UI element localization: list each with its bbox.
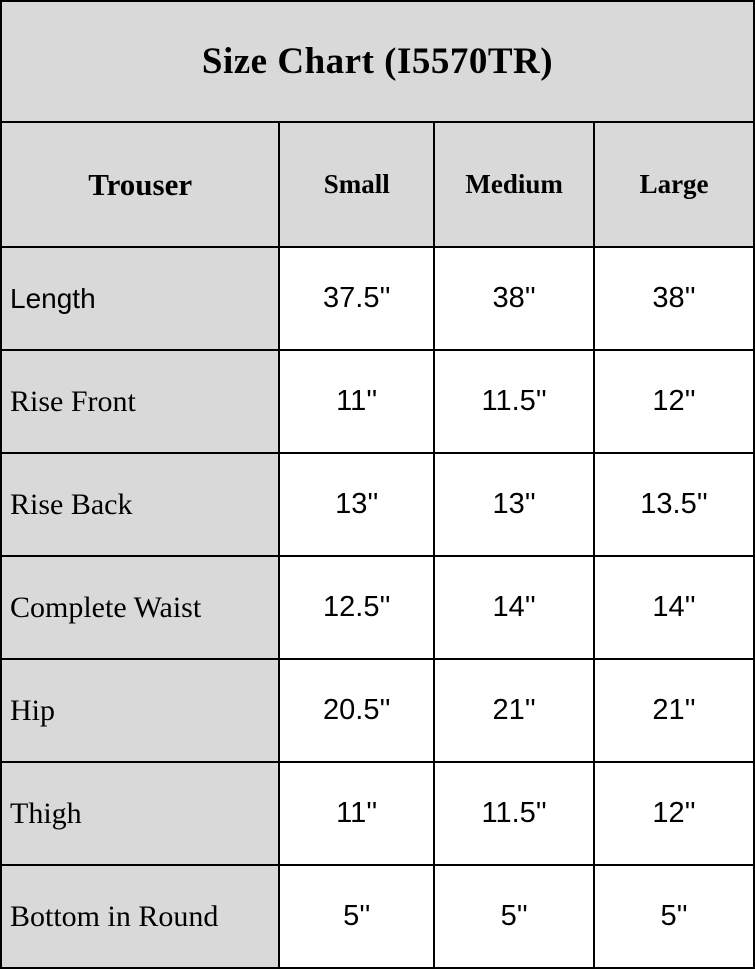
value-rise-back-large: 13.5'' bbox=[595, 454, 753, 555]
row-label-bottom-in-round: Bottom in Round bbox=[2, 866, 279, 967]
column-header-trouser: Trouser bbox=[2, 123, 279, 246]
value-complete-waist-small: 12.5'' bbox=[280, 557, 434, 658]
row-label-thigh: Thigh bbox=[2, 763, 279, 864]
value-rise-back-medium: 13'' bbox=[435, 454, 594, 555]
value-thigh-small: 11'' bbox=[280, 763, 434, 864]
chart-title: Size Chart (I5570TR) bbox=[2, 2, 753, 121]
column-header-large: Large bbox=[595, 123, 753, 246]
value-hip-medium: 21'' bbox=[435, 660, 594, 761]
row-label-hip: Hip bbox=[2, 660, 279, 761]
value-hip-small: 20.5'' bbox=[280, 660, 434, 761]
row-label-length: Length bbox=[2, 248, 279, 349]
value-rise-front-medium: 11.5'' bbox=[435, 351, 594, 452]
value-bottom-in-round-medium: 5'' bbox=[435, 866, 594, 967]
value-complete-waist-medium: 14'' bbox=[435, 557, 594, 658]
value-rise-back-small: 13'' bbox=[280, 454, 434, 555]
value-rise-front-small: 11'' bbox=[280, 351, 434, 452]
value-bottom-in-round-large: 5'' bbox=[595, 866, 753, 967]
column-header-small: Small bbox=[280, 123, 434, 246]
value-bottom-in-round-small: 5'' bbox=[280, 866, 434, 967]
row-label-rise-back: Rise Back bbox=[2, 454, 279, 555]
value-rise-front-large: 12'' bbox=[595, 351, 753, 452]
row-label-rise-front: Rise Front bbox=[2, 351, 279, 452]
value-thigh-large: 12'' bbox=[595, 763, 753, 864]
value-complete-waist-large: 14'' bbox=[595, 557, 753, 658]
value-length-large: 38'' bbox=[595, 248, 753, 349]
value-hip-large: 21'' bbox=[595, 660, 753, 761]
value-length-medium: 38'' bbox=[435, 248, 594, 349]
value-length-small: 37.5'' bbox=[280, 248, 434, 349]
row-label-complete-waist: Complete Waist bbox=[2, 557, 279, 658]
value-thigh-medium: 11.5'' bbox=[435, 763, 594, 864]
column-header-medium: Medium bbox=[435, 123, 594, 246]
